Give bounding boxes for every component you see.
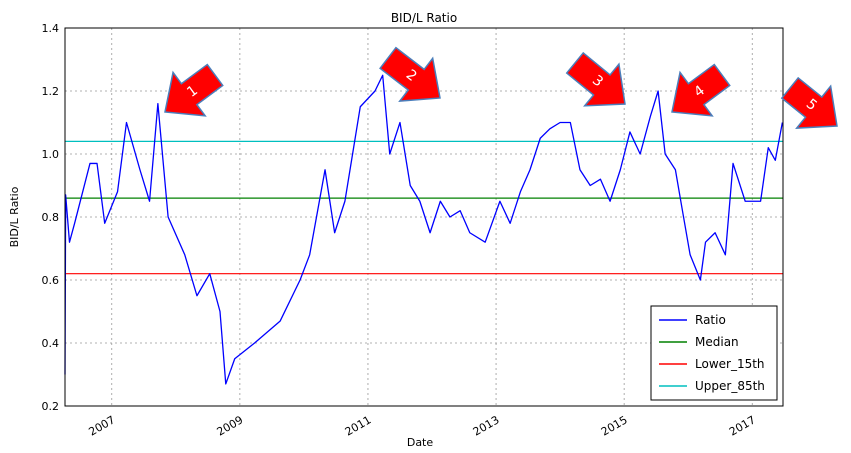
chart-title: BID/L Ratio <box>391 11 457 25</box>
data-line <box>64 74 783 385</box>
x-axis-label: Date <box>407 436 434 449</box>
y-tick-label: 0.8 <box>42 211 60 224</box>
legend-label: Ratio <box>695 313 726 327</box>
annotation-arrow <box>379 46 441 102</box>
annotation-arrow <box>565 51 626 107</box>
legend-label: Median <box>695 335 739 349</box>
legend-label: Lower_15th <box>695 357 765 371</box>
y-tick-label: 0.2 <box>42 400 60 413</box>
x-tick-label: 2007 <box>87 413 118 438</box>
x-tick-label: 2013 <box>471 413 502 438</box>
x-tick-label: 2015 <box>599 413 630 438</box>
plot-frame <box>64 27 784 407</box>
y-tick-label: 0.6 <box>42 274 60 287</box>
legend-label: Upper_85th <box>695 379 765 393</box>
y-tick-label: 0.4 <box>42 337 60 350</box>
legend-box <box>650 305 778 401</box>
y-tick-label: 1.4 <box>42 22 60 35</box>
y-tick-label: 1.0 <box>42 148 60 161</box>
x-tick-label: 2009 <box>215 413 246 438</box>
annotation-arrow <box>671 63 731 117</box>
annotation-arrow <box>780 76 838 129</box>
y-axis-label: BID/L Ratio <box>8 186 21 247</box>
x-tick-label: 2011 <box>343 413 374 438</box>
y-tick-label: 1.2 <box>42 85 60 98</box>
annotation-arrow <box>164 63 224 117</box>
x-tick-label: 2017 <box>727 413 758 438</box>
